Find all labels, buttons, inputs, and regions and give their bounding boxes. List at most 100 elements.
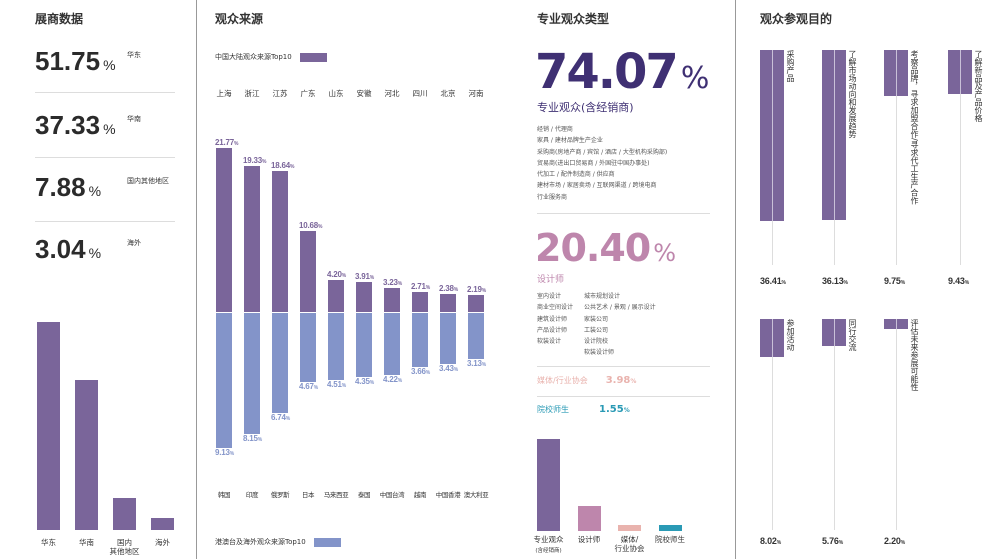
bar-overseas	[384, 313, 400, 376]
value-label-overseas: 3.13%	[467, 359, 486, 368]
value-unit: %	[397, 378, 403, 385]
divider	[537, 366, 710, 367]
designer-item: 室内设计	[537, 293, 562, 300]
value-unit: %	[234, 140, 239, 147]
stat-label: 华南	[127, 115, 141, 123]
value-number: 8.02	[760, 536, 777, 546]
province-label: 北京	[440, 89, 456, 98]
value-label-mainland: 3.91%	[355, 272, 374, 281]
value-label-overseas: 4.51%	[327, 380, 346, 389]
value-label-overseas: 4.67%	[299, 382, 318, 391]
divider	[35, 157, 175, 158]
bar	[151, 517, 174, 530]
province-label: 山东	[328, 89, 344, 98]
bar-overseas	[216, 313, 232, 449]
pro-item: 采购商(房地产商 / 宾馆 / 酒店 / 大型机构采购部)	[537, 148, 668, 156]
value-label-mainland: 21.77%	[215, 138, 238, 147]
legend-overseas: 港澳台及海外观众来源Top10	[215, 537, 341, 547]
divider	[735, 0, 736, 559]
country-label: 马来西亚	[323, 491, 349, 499]
guide-line	[896, 319, 897, 330]
category-label: 专业观众	[533, 535, 564, 544]
bar-mainland	[384, 287, 400, 312]
designer-item: 软装设计	[537, 338, 562, 346]
guide-line	[772, 319, 773, 357]
value-number: 4.22	[383, 375, 398, 385]
category-label: 国内 其他地区	[109, 538, 140, 556]
stat-label: 国内其他地区	[127, 177, 169, 185]
province-label: 河北	[384, 89, 400, 98]
value-label: 9.75%	[884, 276, 905, 286]
value-unit: %	[425, 284, 431, 291]
value-label: 9.43%	[948, 276, 969, 286]
value-number: 10.68	[299, 221, 319, 231]
value-number: 18.64	[271, 161, 291, 171]
value-number: 2.71	[411, 281, 426, 291]
value-label-mainland: 10.68%	[299, 221, 322, 230]
media-row: 媒体/行业协会 3.98%	[537, 375, 636, 386]
guide-line	[834, 319, 835, 530]
country-label: 中国香港	[435, 491, 461, 499]
guide-line	[896, 319, 897, 530]
value-number: 36.41	[760, 276, 782, 286]
value-label-overseas: 3.43%	[439, 364, 458, 373]
value-number: 4.35	[355, 377, 370, 387]
bar	[113, 498, 136, 530]
value-label-mainland: 2.19%	[467, 285, 486, 294]
value-unit: %	[481, 362, 487, 369]
value-label-overseas: 6.74%	[271, 413, 290, 422]
category-label: 院校师生	[655, 535, 685, 544]
designer-item: 家装公司	[584, 315, 609, 323]
value-number: 2.20	[884, 536, 901, 546]
guide-line	[772, 50, 773, 222]
value-unit: %	[341, 382, 347, 389]
country-label: 中国台湾	[379, 491, 405, 499]
country-label: 澳大利亚	[463, 491, 489, 499]
stat-unit: %	[88, 245, 102, 261]
value-unit: %	[900, 280, 905, 286]
designer-item: 设计院校	[584, 338, 609, 346]
value-unit: %	[838, 540, 843, 546]
value-label-overseas: 4.35%	[355, 377, 374, 386]
divider	[196, 0, 197, 559]
pro-item: 家具 / 建材品牌生产企业	[537, 137, 603, 145]
province-label: 四川	[412, 89, 428, 98]
value-unit: %	[453, 287, 459, 294]
divider	[537, 396, 710, 397]
value-label-overseas: 8.15%	[243, 434, 262, 443]
bar-mainland	[216, 147, 232, 312]
designer-unit: %	[653, 239, 676, 267]
purpose-label: 考察品牌，寻求加盟合作/寻求代工生产合作	[910, 50, 919, 205]
value-unit: %	[425, 370, 431, 377]
value-number: 21.77	[215, 137, 235, 147]
country-label: 韩国	[217, 491, 231, 499]
value-label: 2.20%	[884, 536, 905, 546]
designer-item: 城市规划设计	[584, 293, 621, 300]
value-label-mainland: 18.64%	[271, 161, 294, 170]
pro-label: 专业观众(含经销商)	[537, 101, 634, 114]
bar-mainland	[328, 280, 344, 312]
guide-line	[896, 50, 897, 265]
stat-value: 51.75%	[35, 46, 116, 77]
school-label: 院校师生	[537, 405, 569, 414]
guide-line	[772, 319, 773, 530]
value-number: 36.13	[822, 276, 844, 286]
province-label: 浙江	[244, 89, 260, 98]
bar-overseas	[328, 313, 344, 380]
guide-line	[960, 50, 961, 95]
divider	[35, 221, 175, 222]
bar-overseas	[272, 313, 288, 413]
legend-swatch	[313, 537, 341, 547]
stat-label: 海外	[127, 239, 141, 247]
bar-mainland	[356, 282, 372, 312]
designer-item: 产品设计师	[537, 326, 568, 334]
media-unit: %	[630, 378, 637, 385]
bar-overseas	[412, 313, 428, 368]
province-label: 河南	[468, 89, 484, 98]
value-unit: %	[313, 385, 319, 392]
bar-overseas	[244, 313, 260, 434]
value-unit: %	[397, 280, 403, 287]
value-label-mainland: 2.71%	[411, 282, 430, 291]
value-number: 9.43	[948, 276, 965, 286]
guide-line	[834, 319, 835, 347]
